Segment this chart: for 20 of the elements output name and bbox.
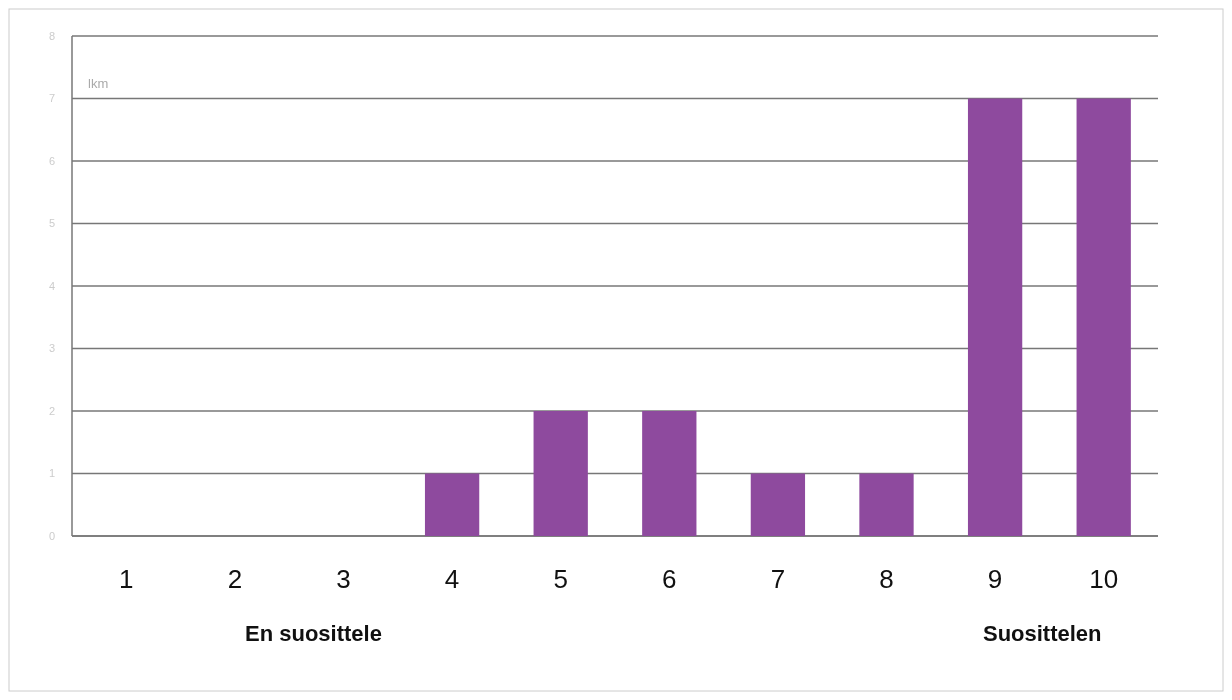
x-tick-label: 4: [444, 564, 460, 594]
bar: [859, 473, 914, 536]
x-tick-label: 8: [879, 564, 894, 594]
x-tick-label: 6: [662, 564, 677, 594]
text: Suosittelen: [982, 621, 1102, 646]
bar: [424, 473, 480, 536]
x-tick-label: 10: [1089, 564, 1119, 594]
x-tick-label: 9: [987, 564, 1003, 594]
x-tick-label: 2: [227, 564, 243, 594]
bar: [967, 98, 1023, 536]
bar: [642, 411, 697, 536]
x-tick-label: 5: [553, 564, 568, 594]
x-tick-label: 3: [336, 564, 351, 594]
x-tick-label: 7: [770, 564, 786, 594]
y-axis-title: lkm: [88, 76, 109, 91]
bar: [1076, 98, 1131, 536]
bar: [750, 473, 806, 536]
x-tick-label: 1: [119, 564, 134, 594]
text: En suosittele: [245, 621, 382, 646]
bar: [533, 411, 588, 536]
